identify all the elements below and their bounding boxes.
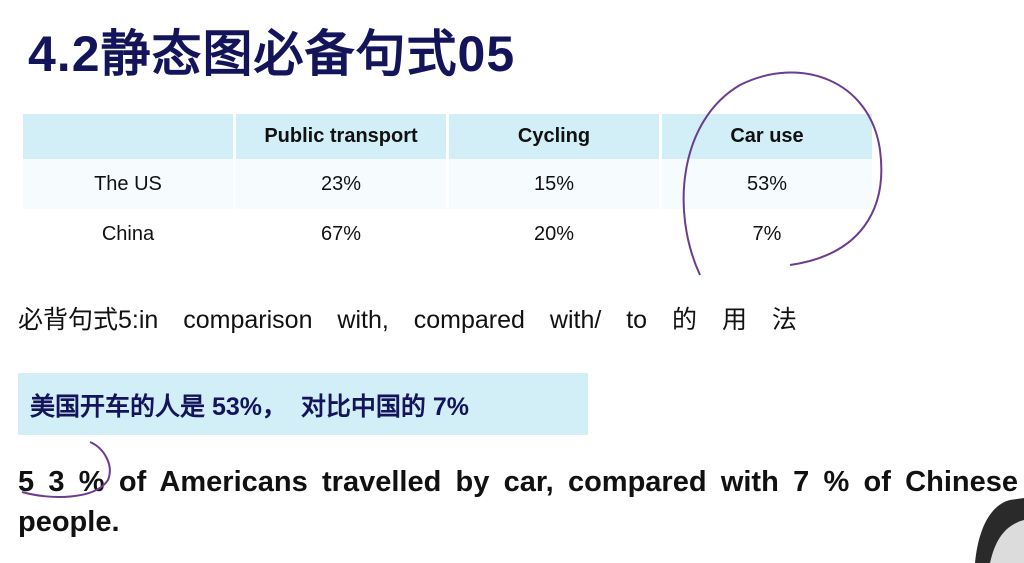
highlight-box [18,373,588,435]
example-sentence: 5 3 % of Americans travelled by car, com… [18,466,1018,538]
cell: The US [23,159,233,209]
cell: 23% [236,159,446,209]
table-row: China 67% 20% 7% [23,209,872,259]
cell: 15% [449,159,659,209]
data-table: Public transport Cycling Car use The US … [20,114,875,259]
header-cell: Cycling [449,114,659,159]
header-cell: Public transport [236,114,446,159]
cell: China [23,209,233,259]
slide-title: 4.2静态图必备句式05 [28,26,516,82]
note: 必背句式5:in comparison with, compared with/… [18,306,797,334]
header-cell [23,114,233,159]
cell: 7% [662,209,872,259]
highlight-text: 美国开车的人是 53%， 对比中国的 7% [30,393,469,421]
table-row: The US 23% 15% 53% [23,159,872,209]
cell: 67% [236,209,446,259]
cell: 20% [449,209,659,259]
table-header: Public transport Cycling Car use [23,114,872,159]
header-cell: Car use [662,114,872,159]
cell: 53% [662,159,872,209]
